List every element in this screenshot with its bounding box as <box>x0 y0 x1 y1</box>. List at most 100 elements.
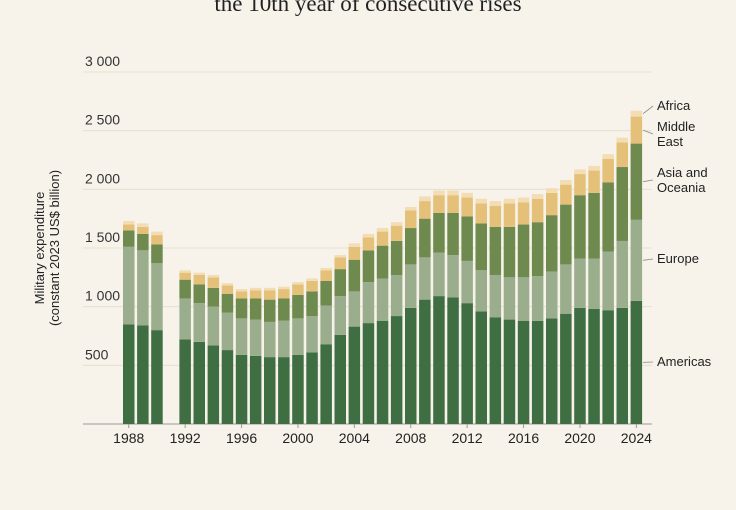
bar-segment-europe <box>419 257 431 300</box>
bar-segment-asia-and-oceania <box>489 226 502 275</box>
bar-segment-africa <box>334 255 346 258</box>
bar-segment-africa <box>306 278 318 281</box>
bar-segment-americas <box>489 317 502 424</box>
y-tick-label: 500 <box>85 346 109 362</box>
bar-segment-americas <box>278 357 290 424</box>
bar-segment-africa <box>264 287 276 291</box>
bar-segment-europe <box>390 274 403 317</box>
bar-segment-asia-and-oceania <box>137 233 149 251</box>
bar-segment-middle-east <box>405 210 417 229</box>
bar-segment-asia-and-oceania <box>306 291 318 317</box>
bar-segment-middle-east <box>179 272 191 280</box>
bar-segment-europe <box>249 319 262 356</box>
bar-segment-middle-east <box>249 290 262 299</box>
bar-segment-africa <box>517 197 530 203</box>
bar-segment-europe <box>207 306 220 346</box>
bar-segment-asia-and-oceania <box>348 259 361 292</box>
bar-segment-middle-east <box>123 224 135 231</box>
bar-segment-middle-east <box>461 197 473 217</box>
bar-segment-americas <box>461 303 473 424</box>
bar-segment-americas <box>616 307 628 424</box>
bar-segment-europe <box>447 255 459 298</box>
bar-segment-americas <box>419 299 431 424</box>
bar-segment-asia-and-oceania <box>574 195 586 259</box>
bar-segment-middle-east <box>475 203 487 224</box>
x-tick-label: 2020 <box>564 430 595 446</box>
bar-segment-americas <box>193 341 205 424</box>
bar-segment-europe <box>376 278 389 321</box>
bar-segment-asia-and-oceania <box>602 182 614 252</box>
legend-label: Middle East <box>657 119 695 149</box>
bar-segment-europe <box>531 276 544 321</box>
x-tick-label: 2012 <box>452 430 483 446</box>
bar-segment-europe <box>517 277 530 321</box>
bar-segment-middle-east <box>588 170 600 193</box>
bar-segment-middle-east <box>292 284 304 295</box>
bar-segment-europe <box>461 260 473 304</box>
bar-segment-asia-and-oceania <box>334 269 346 297</box>
bar-segment-asia-and-oceania <box>517 224 530 278</box>
bar-segment-asia-and-oceania <box>588 192 600 259</box>
bar-segment-asia-and-oceania <box>531 222 544 277</box>
bar-segment-europe <box>320 305 332 345</box>
bar-segment-middle-east <box>546 192 558 216</box>
bar-segment-europe <box>616 240 628 308</box>
bar-segment-europe <box>306 316 318 353</box>
bar-segment-americas <box>123 324 135 424</box>
bar-segment-middle-east <box>235 291 248 299</box>
bar-segment-europe <box>503 277 516 320</box>
bar-segment-africa <box>546 188 558 193</box>
bar-segment-asia-and-oceania <box>630 143 643 220</box>
bar-segment-asia-and-oceania <box>123 230 135 247</box>
bar-segment-africa <box>503 198 516 204</box>
bar-segment-americas <box>221 350 234 424</box>
bar-segment-asia-and-oceania <box>207 287 220 307</box>
y-tick-label: 3 000 <box>85 53 120 69</box>
bar-segment-europe <box>433 252 445 297</box>
bar-segment-asia-and-oceania <box>447 212 459 256</box>
bar-segment-americas <box>588 309 600 424</box>
bar-segment-africa <box>292 282 304 285</box>
bar-segment-africa <box>320 267 332 271</box>
bar-segment-africa <box>616 137 628 143</box>
bar-segment-middle-east <box>419 201 431 219</box>
bars <box>123 110 643 424</box>
x-tick-label: 1992 <box>170 430 201 446</box>
bar-segment-europe <box>123 246 135 325</box>
bar-segment-americas <box>503 319 516 424</box>
y-tick-label: 1 500 <box>85 229 120 245</box>
bar-segment-africa <box>447 190 459 196</box>
bar-segment-americas <box>151 330 163 424</box>
bar-segment-asia-and-oceania <box>221 293 234 313</box>
bar-segment-asia-and-oceania <box>235 298 248 319</box>
bar-segment-europe <box>348 291 361 327</box>
bar-segment-asia-and-oceania <box>461 216 473 261</box>
bar-segment-americas <box>546 318 558 424</box>
bar-segment-africa <box>249 287 262 291</box>
bar-segment-europe <box>475 270 487 312</box>
bar-segment-africa <box>221 283 234 286</box>
bar-segment-asia-and-oceania <box>151 244 163 264</box>
bar-segment-asia-and-oceania <box>376 245 389 279</box>
x-tick-label: 2000 <box>282 430 313 446</box>
bar-segment-africa <box>574 169 586 175</box>
bar-segment-europe <box>292 318 304 355</box>
legend-label: Asia and Oceania <box>657 165 708 195</box>
bar-segment-americas <box>264 357 276 424</box>
legend: Africa Middle East Asia and Oceania Europe Ame… <box>642 98 712 369</box>
y-axis: 500 1 000 1 500 2 000 2 500 3 000 <box>85 53 120 362</box>
bar-segment-americas <box>447 297 459 424</box>
bar-segment-europe <box>334 296 346 335</box>
bar-segment-asia-and-oceania <box>249 298 262 320</box>
bar-segment-americas <box>320 344 332 424</box>
x-tick-label: 1988 <box>113 430 144 446</box>
bar-segment-americas <box>348 326 361 424</box>
bar-segment-africa <box>588 165 600 171</box>
bar-segment-europe <box>137 250 149 326</box>
bar-segment-asia-and-oceania <box>193 284 205 304</box>
bar-segment-africa <box>137 223 149 227</box>
bar-segment-middle-east <box>574 174 586 196</box>
bar-segment-asia-and-oceania <box>503 226 516 278</box>
bar-segment-africa <box>531 194 544 199</box>
